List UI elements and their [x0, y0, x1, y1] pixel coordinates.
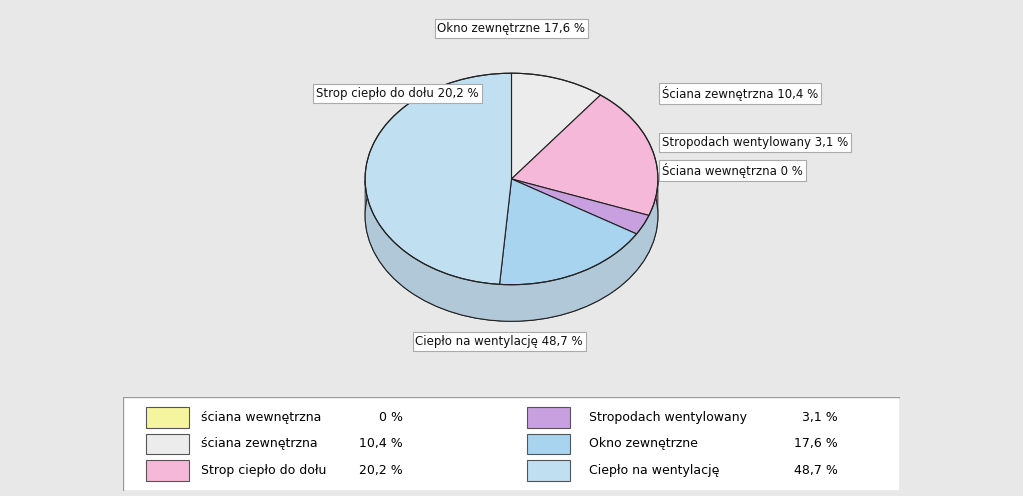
Text: 17,6 %: 17,6 % — [794, 437, 838, 450]
Polygon shape — [365, 73, 512, 284]
Text: 48,7 %: 48,7 % — [794, 464, 838, 477]
Text: Okno zewnętrzne 17,6 %: Okno zewnętrzne 17,6 % — [438, 22, 585, 35]
Text: Ściana wewnętrzna 0 %: Ściana wewnętrzna 0 % — [662, 163, 803, 179]
FancyBboxPatch shape — [146, 434, 189, 454]
Polygon shape — [499, 234, 636, 321]
FancyBboxPatch shape — [527, 407, 570, 428]
Polygon shape — [636, 215, 649, 270]
Text: Stropodach wentylowany: Stropodach wentylowany — [589, 411, 747, 424]
Text: 3,1 %: 3,1 % — [802, 411, 838, 424]
Polygon shape — [365, 181, 499, 321]
FancyBboxPatch shape — [527, 434, 570, 454]
Text: Ściana zewnętrzna 10,4 %: Ściana zewnętrzna 10,4 % — [662, 86, 818, 101]
Text: Okno zewnętrzne: Okno zewnętrzne — [589, 437, 698, 450]
Polygon shape — [512, 179, 649, 234]
Text: Strop ciepło do dołu 20,2 %: Strop ciepło do dołu 20,2 % — [316, 87, 479, 100]
Text: ściana wewnętrzna: ściana wewnętrzna — [201, 411, 321, 424]
FancyBboxPatch shape — [146, 460, 189, 481]
Text: 0 %: 0 % — [379, 411, 403, 424]
Text: ściana zewnętrzna: ściana zewnętrzna — [201, 437, 317, 450]
Polygon shape — [512, 73, 601, 179]
Text: 10,4 %: 10,4 % — [359, 437, 403, 450]
Polygon shape — [499, 179, 636, 285]
Text: Stropodach wentylowany 3,1 %: Stropodach wentylowany 3,1 % — [662, 136, 848, 149]
Polygon shape — [649, 181, 658, 252]
FancyBboxPatch shape — [146, 407, 189, 428]
Ellipse shape — [365, 110, 658, 321]
Text: Ciepło na wentylację: Ciepło na wentylację — [589, 464, 719, 477]
Polygon shape — [512, 95, 658, 215]
Text: 20,2 %: 20,2 % — [359, 464, 403, 477]
FancyBboxPatch shape — [527, 460, 570, 481]
Text: Strop ciepło do dołu: Strop ciepło do dołu — [201, 464, 326, 477]
Text: Ciepło na wentylację 48,7 %: Ciepło na wentylację 48,7 % — [415, 335, 583, 348]
FancyBboxPatch shape — [123, 397, 900, 491]
